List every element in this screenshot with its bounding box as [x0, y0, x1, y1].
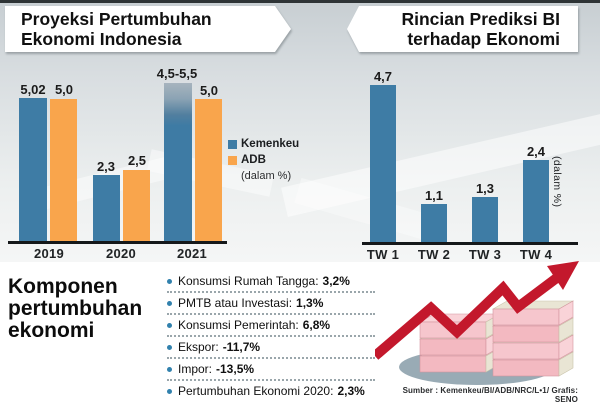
bullet-icon [167, 366, 172, 372]
item-value: 6,8% [302, 318, 331, 332]
komponen-heading: Komponen pertumbuhan ekonomi [8, 276, 142, 342]
value-label-kemenkeu-2021: 4,5-5,5 [156, 66, 198, 81]
legend-row-kemenkeu: Kemenkeu [228, 138, 299, 150]
bar-adb-2020 [123, 170, 150, 241]
kemenkeu-color-swatch [228, 139, 237, 149]
right-title-banner: Rincian Prediksi BI terhadap Ekonomi [347, 6, 578, 52]
bar-kemenkeu-2020 [93, 175, 120, 241]
x-tick-tw1: TW 1 [366, 247, 400, 262]
item-label: Impor: [178, 362, 213, 376]
item-label: Konsumsi Pemerintah: [178, 318, 299, 332]
x-tick-tw3: TW 3 [468, 247, 502, 262]
bar-kemenkeu-2019 [19, 98, 47, 241]
list-item: Impor: -13,5% [167, 359, 375, 381]
legend-unit-note: (dalam %) [241, 170, 292, 182]
money-growth-illustration [375, 261, 579, 385]
legend-label-adb: ADB [241, 154, 266, 166]
right-chart-title-line1: Rincian Prediksi BI [401, 9, 560, 29]
left-chart-title-line1: Proyeksi Pertumbuhan [21, 9, 212, 29]
list-item: PMTB atau Investasi: 1,3% [167, 293, 375, 315]
value-label-adb-2019: 5,0 [54, 82, 74, 97]
right-chart-x-axis [362, 242, 578, 245]
bullet-icon [167, 278, 172, 284]
left-title-banner: Proyeksi Pertumbuhan Ekonomi Indonesia [5, 6, 291, 52]
list-item: Konsumsi Rumah Tangga: 3,2% [167, 271, 375, 293]
list-item: Konsumsi Pemerintah: 6,8% [167, 315, 375, 337]
item-label: Konsumsi Rumah Tangga: [178, 274, 319, 288]
x-tick-tw2: TW 2 [417, 247, 451, 262]
item-value: 3,2% [322, 274, 350, 288]
value-label-adb-2020: 2,5 [127, 153, 147, 168]
left-chart-x-axis [8, 241, 227, 244]
charts-section: Proyeksi Pertumbuhan Ekonomi Indonesia R… [0, 0, 600, 262]
left-chart-legend: Kemenkeu ADB (dalam %) [228, 138, 299, 182]
bar-adb-2021 [195, 99, 222, 241]
komponen-heading-line2: pertumbuhan [8, 297, 143, 320]
komponen-heading-line1: Komponen [8, 275, 118, 298]
x-tick-2020: 2020 [105, 246, 137, 261]
list-item: Pertumbuhan Ekonomi 2020: 2,3% [167, 381, 375, 401]
right-chart-title-line2: terhadap Ekonomi [407, 29, 560, 49]
bar-tw1 [370, 85, 396, 242]
bullet-icon [167, 300, 172, 306]
money-stack-right [491, 300, 575, 377]
item-value: -13,5% [216, 362, 255, 376]
value-label-tw4: 2,4 [526, 144, 546, 159]
item-value: -11,7% [222, 340, 261, 354]
item-label: PMTB atau Investasi: [178, 296, 293, 310]
item-value: 1,3% [296, 296, 324, 310]
x-tick-2021: 2021 [176, 246, 208, 261]
left-chart-title-line2: Ekonomi Indonesia [21, 29, 182, 49]
source-credit: Sumber : Kemenkeu/BI/ADB/NRC/L•1/ Grafis… [402, 386, 578, 404]
bar-tw2 [421, 204, 447, 242]
komponen-list: Konsumsi Rumah Tangga: 3,2% PMTB atau In… [167, 271, 375, 401]
value-label-adb-2021: 5,0 [199, 83, 219, 98]
legend-row-adb: ADB [228, 154, 299, 166]
bullet-icon [167, 344, 172, 350]
adb-color-swatch [228, 155, 237, 165]
legend-label-kemenkeu: Kemenkeu [241, 138, 300, 150]
bullet-icon [167, 322, 172, 328]
top-border [0, 0, 600, 3]
value-label-tw1: 4,7 [373, 69, 393, 84]
bullet-icon [167, 388, 172, 394]
komponen-heading-line3: ekonomi [8, 319, 95, 342]
bar-kemenkeu-2021-range [164, 83, 192, 241]
item-value: 2,3% [337, 384, 365, 398]
x-tick-tw4: TW 4 [519, 247, 553, 262]
bar-adb-2019 [50, 99, 77, 241]
value-label-tw3: 1,3 [475, 181, 495, 196]
right-chart-unit-label: (dalam %) [551, 156, 563, 208]
rising-arrow-icon [375, 261, 579, 360]
value-label-kemenkeu-2020: 2,3 [96, 159, 116, 174]
x-tick-2019: 2019 [33, 246, 65, 261]
item-label: Ekspor: [178, 340, 219, 354]
value-label-tw2: 1,1 [424, 188, 444, 203]
bar-tw4 [523, 160, 549, 242]
value-label-kemenkeu-2019: 5,02 [20, 82, 46, 97]
bar-tw3 [472, 197, 498, 242]
list-item: Ekspor: -11,7% [167, 337, 375, 359]
item-label: Pertumbuhan Ekonomi 2020: [178, 384, 334, 398]
